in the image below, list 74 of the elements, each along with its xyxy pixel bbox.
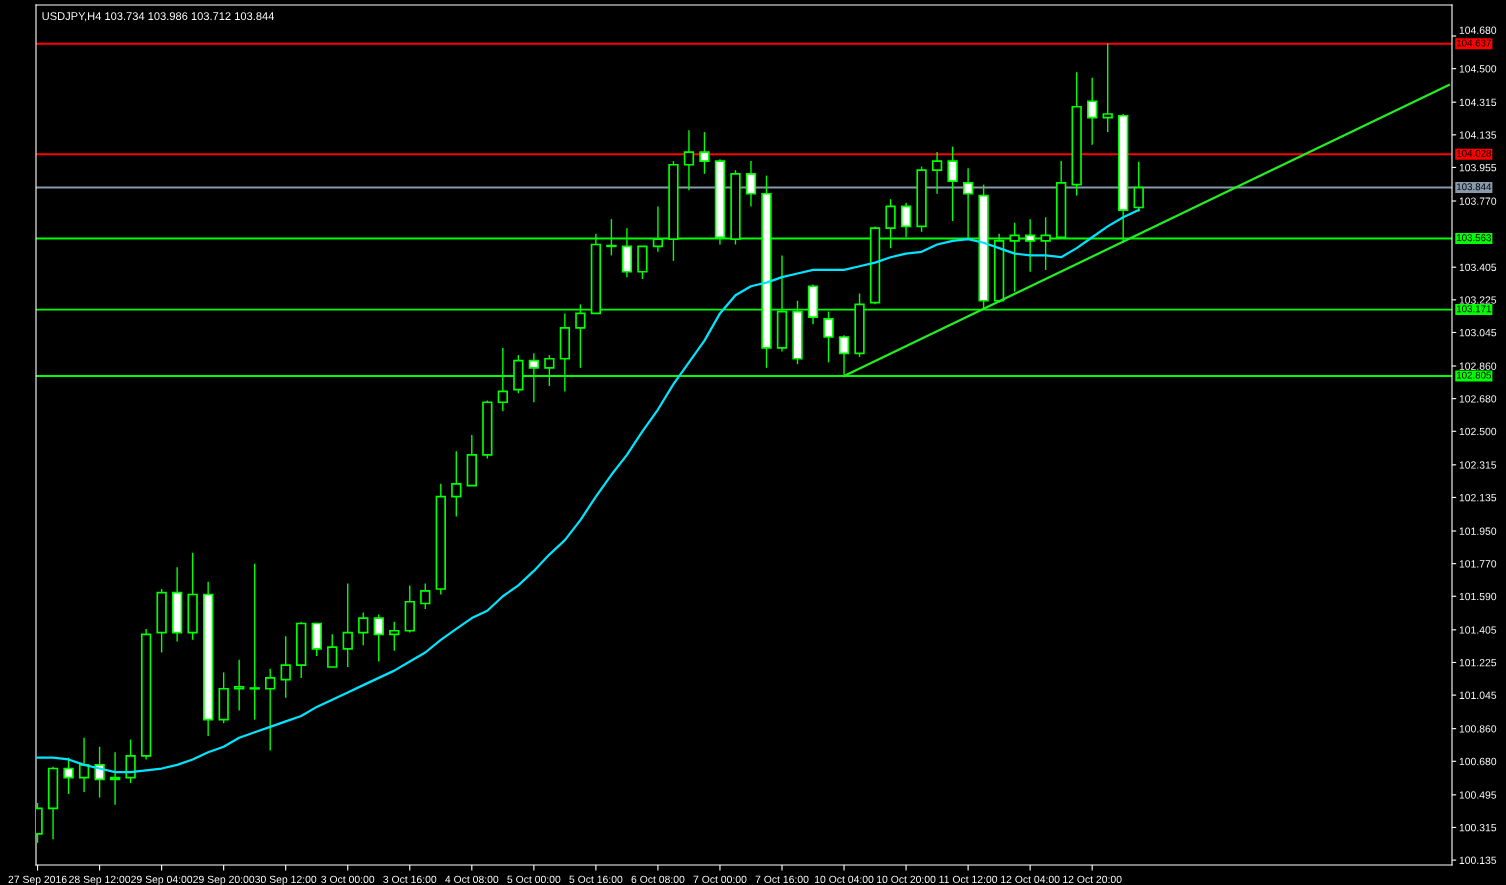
ref-line-label: 104.637	[1456, 39, 1491, 47]
candlestick	[94, 746, 105, 799]
x-tick-label: 4 Oct 08:00	[445, 875, 499, 884]
candlestick	[265, 668, 276, 752]
y-tick-label: 101.405	[1459, 626, 1497, 634]
y-tick-label: 104.680	[1459, 26, 1497, 34]
text: USDJPY,H4 103.734 103.986 103.712 103.844	[42, 12, 275, 22]
x-tick-label: 30 Sep 12:00	[255, 875, 317, 885]
x-tick-label: 5 Oct 16:00	[569, 875, 623, 884]
x-tick-label: 12 Oct 20:00	[1063, 875, 1122, 884]
x-tick-label: 7 Oct 16:00	[755, 875, 809, 884]
candlestick	[233, 659, 245, 712]
x-tick-label: 6 Oct 08:00	[631, 875, 685, 884]
y-tick-label: 103.405	[1459, 263, 1497, 272]
y-tick-label: 102.315	[1459, 461, 1497, 469]
ref-line-label: 103.563	[1456, 234, 1491, 242]
ref-line-label: 102.805	[1456, 371, 1491, 379]
y-tick-label: 104.500	[1459, 65, 1497, 73]
y-tick-label: 101.590	[1459, 592, 1497, 601]
candlestick	[125, 738, 136, 784]
y-tick-label: 104.135	[1459, 131, 1497, 139]
ref-line-label: 103.171	[1456, 305, 1491, 313]
x-tick-label: 28 Sep 12:00	[69, 875, 131, 885]
y-tick-label: 100.860	[1459, 725, 1497, 733]
candlestick	[931, 151, 943, 195]
candlestick	[1102, 42, 1113, 133]
y-tick-label: 102.680	[1459, 395, 1497, 403]
candlestick	[838, 334, 850, 378]
x-tick-label: 27 Sep 2016	[8, 875, 67, 885]
candlestick	[249, 562, 260, 721]
candlestick	[358, 611, 369, 646]
y-tick-label: 101.045	[1459, 691, 1497, 699]
x-tick-label: 10 Oct 20:00	[877, 875, 936, 884]
y-tick-label: 102.860	[1459, 362, 1497, 370]
y-tick-label: 103.955	[1459, 163, 1497, 172]
candlestick	[947, 145, 958, 222]
candlestick	[962, 167, 974, 240]
y-tick-label: 103.045	[1459, 328, 1497, 337]
candlestick	[389, 620, 400, 652]
candlestick	[683, 129, 695, 191]
y-tick-label: 101.225	[1459, 658, 1497, 667]
y-tick-label: 102.135	[1459, 493, 1497, 502]
x-tick-label: 7 Oct 00:00	[693, 875, 747, 884]
x-tick-label: 10 Oct 04:00	[815, 875, 874, 884]
x-tick-label: 3 Oct 16:00	[383, 875, 437, 884]
candlestick	[280, 635, 291, 699]
x-tick-label: 11 Oct 12:00	[939, 875, 998, 884]
x-tick-label: 29 Sep 04:00	[131, 875, 193, 885]
x-tick-label: 3 Oct 00:00	[321, 875, 375, 884]
candlestick	[699, 131, 710, 175]
y-tick-label: 103.770	[1459, 197, 1497, 205]
candlestick	[420, 582, 431, 610]
candlestick	[1087, 77, 1098, 146]
y-tick-label: 100.135	[1459, 856, 1497, 864]
candlestick	[745, 160, 757, 208]
y-tick-label: 101.770	[1459, 560, 1497, 568]
ref-line-label: 104.028	[1456, 149, 1491, 157]
y-tick-label: 102.500	[1459, 427, 1497, 436]
candlestick	[327, 633, 338, 668]
y-tick-label: 101.950	[1459, 527, 1497, 535]
candlestick	[373, 613, 384, 663]
candlestick	[342, 582, 353, 668]
y-tick-label: 100.680	[1459, 757, 1497, 766]
y-tick-label: 100.495	[1459, 791, 1497, 799]
y-tick-label: 100.315	[1459, 823, 1497, 832]
candlestick	[1133, 161, 1144, 213]
ref-line-label: 103.844	[1456, 183, 1492, 191]
candlestick	[451, 450, 462, 518]
x-tick-label: 29 Sep 20:00	[193, 875, 255, 885]
x-tick-label: 5 Oct 00:00	[507, 875, 561, 884]
y-tick-label: 103.225	[1459, 296, 1497, 304]
x-tick-label: 12 Oct 04:00	[1001, 875, 1060, 884]
candlestick	[109, 751, 121, 806]
y-tick-label: 104.315	[1459, 98, 1497, 107]
